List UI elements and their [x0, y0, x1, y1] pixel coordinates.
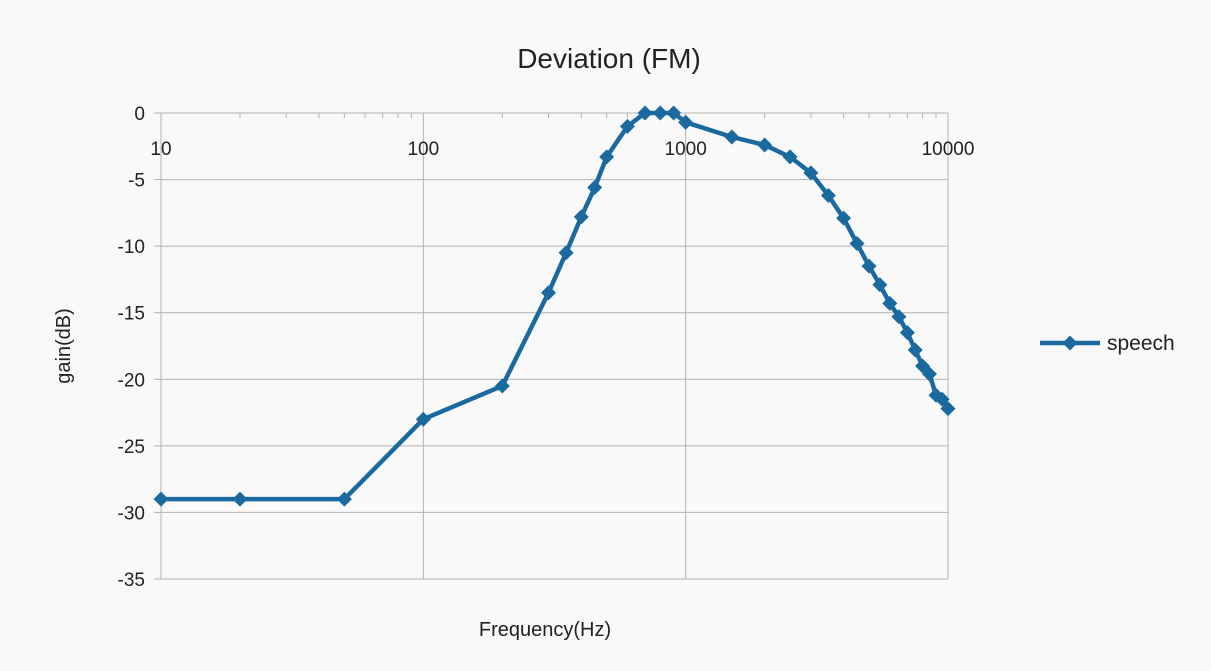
data-point: [587, 180, 603, 196]
tick-labels: 0 -5 -10 -15 -20 -25 -30 -35 10 100 1000 10000: [118, 104, 975, 591]
data-point: [637, 105, 653, 121]
data-point: [232, 491, 248, 507]
data-point: [573, 209, 589, 225]
data-point: [666, 105, 682, 121]
data-point: [558, 245, 574, 261]
legend: speech: [1040, 332, 1175, 355]
y-tick-label: -5: [128, 171, 145, 192]
data-point: [678, 114, 694, 130]
y-tick-label: -25: [118, 437, 145, 458]
data-point: [652, 105, 668, 121]
data-point: [782, 149, 798, 165]
plot-area: [153, 105, 956, 507]
x-tick-label: 1000: [665, 139, 707, 160]
data-point: [820, 188, 836, 204]
x-tick-label: 10: [150, 139, 171, 160]
data-point: [849, 235, 865, 251]
data-point: [861, 258, 877, 274]
data-point: [921, 366, 937, 382]
x-tick-label: 100: [407, 139, 439, 160]
x-axis-label: Frequency(Hz): [479, 619, 611, 641]
series-line-speech: [158, 110, 951, 502]
x-tick-label: 10000: [922, 139, 975, 160]
data-point: [899, 325, 915, 341]
y-tick-label: -30: [118, 503, 145, 524]
data-point: [619, 118, 635, 134]
data-point: [803, 165, 819, 181]
data-point: [934, 391, 950, 407]
data-point: [757, 137, 773, 153]
chart-title: Deviation (FM): [517, 43, 701, 74]
data-point: [891, 309, 907, 325]
data-point: [599, 149, 615, 165]
data-point: [836, 210, 852, 226]
data-point: [882, 295, 898, 311]
data-point: [336, 491, 352, 507]
data-point: [494, 378, 510, 394]
grid: [154, 112, 949, 580]
y-tick-label: -10: [118, 237, 145, 258]
data-point: [540, 285, 556, 301]
y-tick-label: -35: [118, 570, 145, 591]
legend-marker: [1062, 335, 1078, 351]
data-point: [940, 401, 956, 417]
y-tick-label: 0: [134, 104, 145, 125]
y-tick-label: -20: [118, 370, 145, 391]
y-tick-label: -15: [118, 304, 145, 325]
data-point: [872, 277, 888, 293]
data-point: [724, 129, 740, 145]
y-axis-label: gain(dB): [53, 308, 75, 384]
data-point: [907, 342, 923, 358]
legend-label: speech: [1107, 332, 1175, 355]
data-point: [153, 491, 169, 507]
data-point: [415, 411, 431, 427]
